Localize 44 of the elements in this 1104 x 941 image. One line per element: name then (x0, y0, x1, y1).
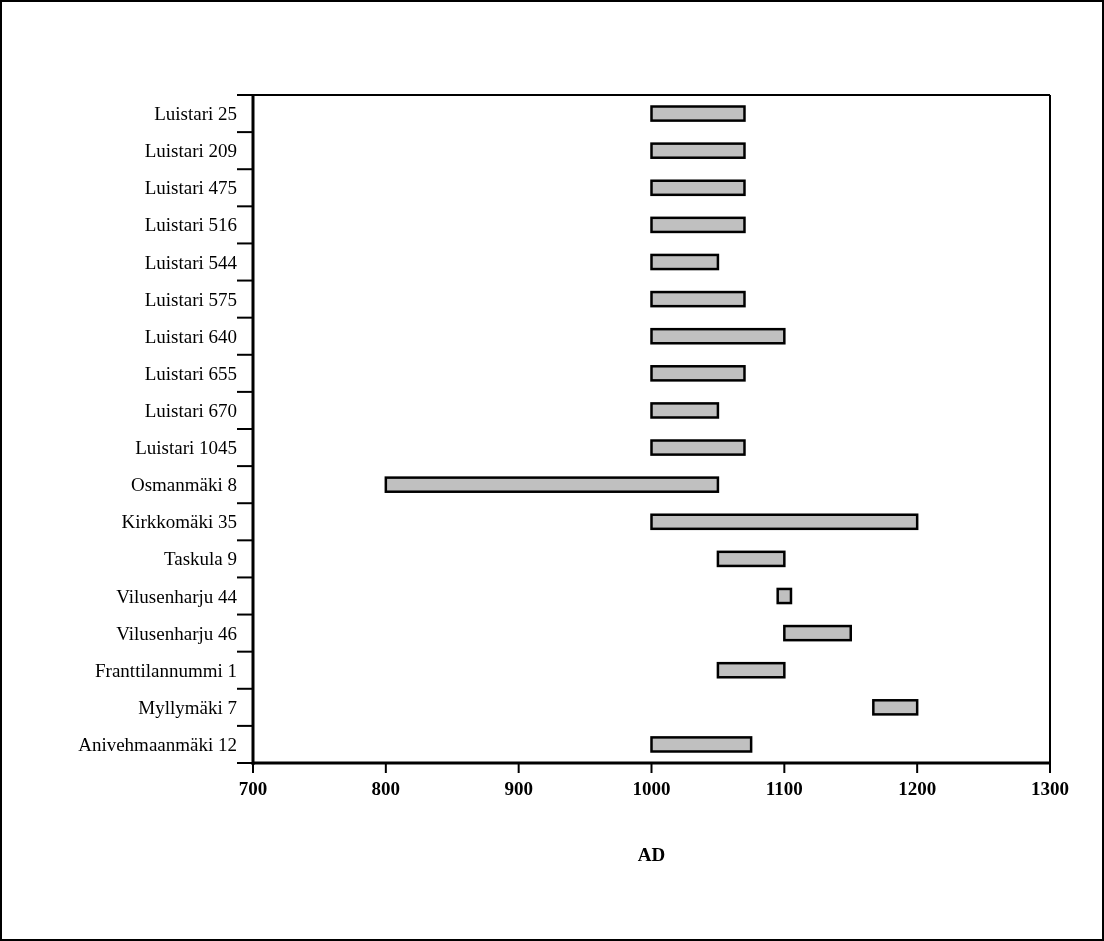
y-tick-label: Osmanmäki 8 (130, 474, 237, 496)
x-tick-label: 800 (371, 778, 401, 799)
bar (716, 550, 786, 568)
y-tick-label: Luistari 1045 (135, 437, 237, 459)
y-tick-label: Luistari 655 (144, 362, 237, 384)
x-tick-label: 1100 (765, 778, 803, 799)
bar (650, 105, 746, 122)
y-tick-label: Vilusenharju 46 (116, 622, 237, 644)
bar (650, 142, 746, 159)
y-tick-label: Kirkkomäki 35 (121, 511, 237, 533)
bar (650, 513, 919, 531)
y-tick-label: Luistari 640 (144, 325, 237, 347)
bar (716, 661, 786, 679)
x-tick-label: 1000 (632, 778, 671, 799)
y-tick-label: Luistari 209 (144, 140, 237, 162)
bar (650, 179, 746, 197)
x-tick-label: 900 (504, 778, 533, 799)
y-tick-label: Luistari 670 (144, 399, 237, 421)
y-tick-label: Franttilannummi 1 (95, 659, 237, 681)
x-tick-label: 1200 (898, 778, 937, 799)
y-tick-label: Myllymäki 7 (138, 696, 237, 718)
y-tick-label: Anivehmaanmäki 12 (78, 733, 237, 755)
x-tick-label: 700 (238, 778, 268, 799)
x-tick-label: 1300 (1031, 778, 1069, 799)
bar (783, 624, 852, 642)
bar (650, 365, 746, 382)
y-tick-label: Luistari 25 (154, 103, 237, 125)
y-tick-label: Taskula 9 (163, 548, 237, 570)
y-tick-label: Luistari 544 (144, 251, 238, 273)
bar (872, 699, 919, 716)
y-tick-label: Vilusenharju 44 (116, 585, 238, 607)
bar (650, 736, 753, 753)
bar (650, 402, 720, 419)
bar (650, 253, 720, 271)
y-tick-label: Luistari 475 (144, 177, 237, 199)
bar (650, 327, 786, 345)
bar (650, 290, 746, 308)
y-tick-label: Luistari 575 (144, 288, 237, 310)
bar (776, 587, 793, 605)
x-axis-title: AD (637, 844, 666, 865)
bar (650, 439, 746, 456)
bar (650, 216, 746, 234)
bar (384, 476, 720, 493)
y-tick-label: Luistari 516 (144, 214, 237, 236)
